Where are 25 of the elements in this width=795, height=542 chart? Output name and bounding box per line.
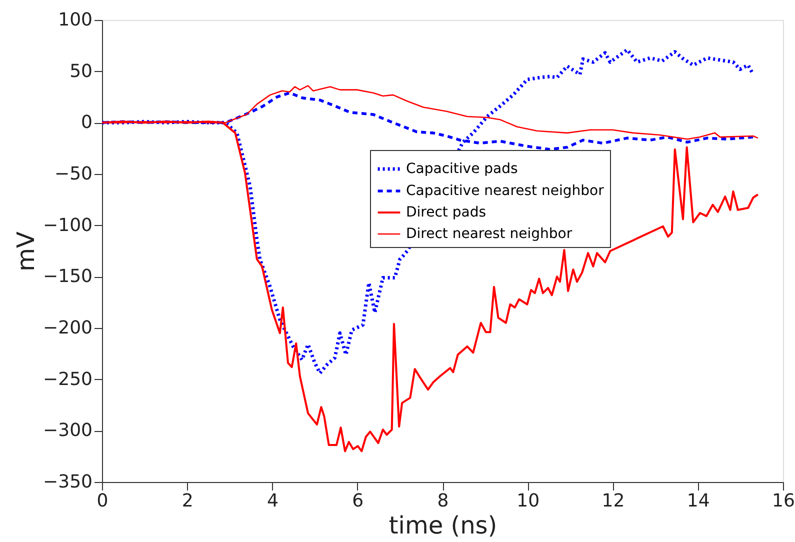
y-tick-label: −50	[54, 164, 92, 184]
x-tick-label: 14	[686, 490, 710, 512]
x-tick-label: 8	[437, 490, 449, 512]
x-tick-label: 2	[182, 490, 194, 512]
y-tick-label: −300	[43, 420, 92, 442]
x-tick-label: 6	[352, 490, 364, 512]
y-tick-label: −200	[43, 318, 92, 338]
y-tick-label: 0	[81, 112, 92, 134]
legend-label: Capacitive nearest neighbor	[406, 183, 604, 199]
x-tick-label: 4	[267, 490, 278, 512]
x-tick-label: 0	[96, 490, 108, 512]
y-tick-label: −250	[43, 368, 92, 390]
x-axis-title: time (ns)	[388, 512, 498, 540]
y-tick-label: −100	[43, 214, 92, 236]
legend-label: Capacitive pads	[406, 161, 518, 177]
y-tick-label: 50	[70, 60, 92, 82]
y-tick-label: −350	[43, 472, 92, 492]
legend-label: Direct pads	[406, 204, 486, 220]
x-tick-label: 12	[602, 490, 625, 512]
y-axis-title: mV	[12, 231, 40, 272]
y-tick-label: −150	[43, 266, 92, 288]
x-tick-label: 16	[772, 490, 795, 512]
x-tick-label: 10	[516, 490, 540, 512]
legend-label: Direct nearest neighbor	[406, 226, 572, 242]
y-tick-label: 100	[58, 10, 92, 30]
